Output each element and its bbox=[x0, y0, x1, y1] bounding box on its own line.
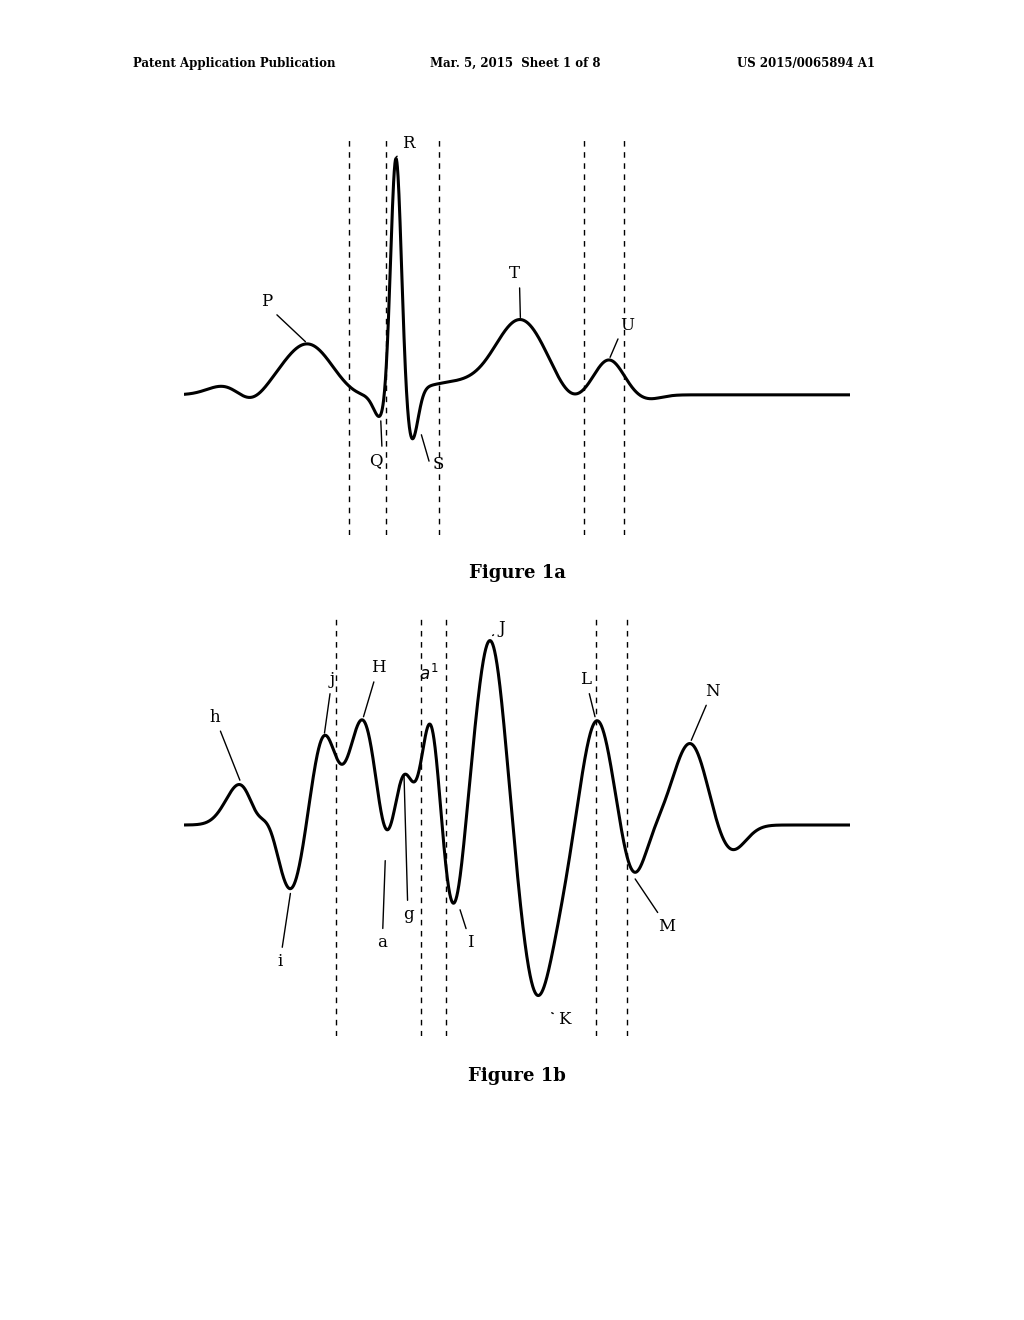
Text: J: J bbox=[493, 619, 505, 636]
Text: Figure 1b: Figure 1b bbox=[468, 1067, 566, 1085]
Text: $a^1$: $a^1$ bbox=[419, 664, 438, 684]
Text: j: j bbox=[325, 671, 335, 733]
Text: M: M bbox=[635, 879, 676, 935]
Text: h: h bbox=[210, 709, 240, 780]
Text: I: I bbox=[460, 909, 474, 950]
Text: Figure 1a: Figure 1a bbox=[469, 564, 565, 582]
Text: i: i bbox=[278, 894, 291, 970]
Text: g: g bbox=[402, 776, 414, 923]
Text: S: S bbox=[422, 434, 444, 474]
Text: N: N bbox=[691, 682, 720, 741]
Text: U: U bbox=[610, 317, 634, 358]
Text: a: a bbox=[378, 861, 387, 950]
Text: Patent Application Publication: Patent Application Publication bbox=[133, 57, 336, 70]
Text: R: R bbox=[396, 135, 415, 157]
Text: P: P bbox=[261, 293, 305, 342]
Text: Q: Q bbox=[370, 421, 383, 469]
Text: Mar. 5, 2015  Sheet 1 of 8: Mar. 5, 2015 Sheet 1 of 8 bbox=[430, 57, 601, 70]
Text: L: L bbox=[581, 671, 595, 717]
Text: US 2015/0065894 A1: US 2015/0065894 A1 bbox=[737, 57, 876, 70]
Text: H: H bbox=[364, 660, 385, 717]
Text: T: T bbox=[509, 265, 520, 318]
Text: K: K bbox=[552, 1011, 571, 1028]
